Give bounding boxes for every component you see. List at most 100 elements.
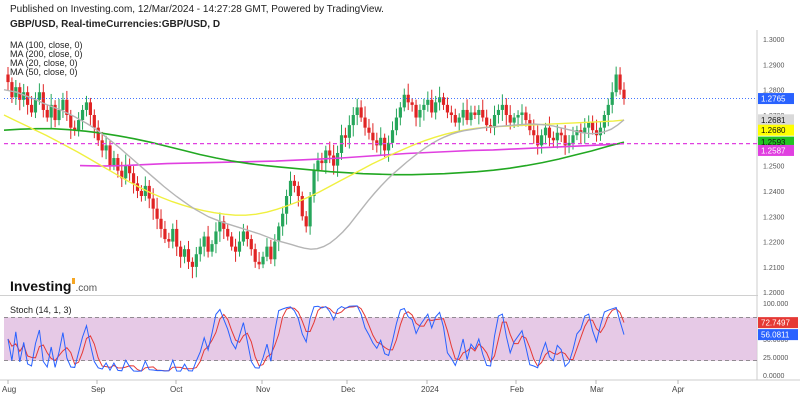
ma50-legend[interactable]: MA (50, close, 0): [10, 67, 78, 77]
candle-body: [206, 236, 210, 252]
candle-body: [481, 109, 485, 118]
candle-body: [186, 249, 191, 262]
ma200-legend[interactable]: MA (200, close, 0): [10, 49, 83, 59]
price-tick-label: 1.2800: [763, 88, 785, 95]
candle-body: [516, 115, 520, 118]
price-tick-label: 1.2100: [763, 265, 785, 272]
candle-body: [410, 102, 414, 105]
candle-body: [563, 135, 567, 146]
candle-body: [6, 74, 10, 83]
candle-body: [359, 107, 363, 118]
ma100-legend[interactable]: MA (100, close, 0): [10, 40, 83, 50]
ma100-line: [3, 127, 625, 176]
candle-body: [198, 246, 202, 255]
candle-body: [320, 160, 324, 164]
candle-body: [355, 107, 359, 116]
candle-body: [598, 127, 603, 136]
candle-body: [265, 246, 269, 257]
candle-body: [304, 216, 308, 227]
candle-body: [367, 127, 371, 133]
candle-body: [230, 236, 234, 247]
candle-body: [29, 104, 34, 113]
candle-body: [618, 74, 622, 90]
candle-body: [218, 221, 222, 232]
ma50-line: [3, 114, 625, 216]
candle-body: [532, 130, 536, 136]
candle-body: [520, 112, 524, 116]
candle-body: [41, 92, 45, 110]
candle-body: [449, 112, 453, 116]
candle-body: [96, 127, 100, 141]
candle-body: [210, 244, 214, 252]
x-tick-label: 2024: [421, 385, 439, 394]
candle-body: [567, 142, 571, 146]
price-tag-4: [758, 144, 794, 156]
candle-body: [108, 145, 112, 166]
candle-body: [579, 130, 583, 133]
price-tick-label: 1.2900: [763, 62, 785, 69]
candle-body: [155, 208, 159, 219]
candle-body: [116, 158, 120, 171]
candle-body: [524, 112, 528, 121]
candle-body: [308, 196, 312, 227]
pane-divider: [0, 295, 758, 296]
candle-body: [45, 109, 49, 118]
candle-body: [214, 231, 218, 245]
candle-body: [465, 109, 469, 121]
x-tick-label: Nov: [256, 385, 270, 394]
candle-body: [379, 137, 383, 146]
price-tag-label-2: 1.2680: [761, 126, 786, 135]
candle-body: [190, 261, 195, 267]
candle-body: [583, 127, 587, 133]
candle-body: [84, 102, 89, 110]
ma20-legend[interactable]: MA (20, close, 0): [10, 58, 78, 68]
candle-body: [555, 132, 559, 141]
candle-body: [22, 92, 26, 100]
stoch-legend[interactable]: Stoch (14, 1, 3): [10, 305, 72, 315]
candle-body: [426, 99, 430, 105]
x-tick-label: Oct: [170, 385, 183, 394]
candle-body: [398, 107, 402, 118]
candle-body: [167, 239, 171, 242]
candle-body: [390, 130, 395, 143]
candle-body: [496, 109, 501, 116]
stoch-k-line: [7, 305, 625, 372]
candle-body: [485, 117, 489, 126]
candle-body: [343, 135, 348, 138]
candle-body: [237, 241, 242, 252]
price-tag-1: [758, 114, 794, 126]
stoch-tick-label: 50.0000: [763, 337, 788, 344]
logo-wordmark: Investing: [10, 278, 72, 294]
ma200-line: [79, 142, 625, 167]
price-tick-label: 1.2400: [763, 189, 785, 196]
stoch-tick-label: 25.0000: [763, 355, 788, 362]
candle-body: [363, 117, 367, 128]
candle-body: [469, 112, 473, 121]
candle-body: [112, 158, 116, 166]
candle-body: [277, 226, 281, 242]
candle-body: [540, 135, 544, 146]
candle-body: [461, 109, 465, 118]
candle-body: [422, 104, 426, 110]
published-header: Published on Investing.com, 12/Mar/2024 …: [10, 4, 384, 15]
candle-body: [453, 115, 457, 123]
candle-body: [508, 115, 512, 123]
x-tick-label: Feb: [510, 385, 524, 394]
candle-body: [500, 104, 504, 110]
candle-body: [551, 137, 555, 141]
candle-body: [351, 115, 355, 126]
candle-body: [296, 185, 300, 197]
candle-body: [402, 94, 406, 108]
candle-body: [124, 165, 128, 179]
candle-body: [606, 104, 610, 116]
candle-body: [559, 132, 563, 136]
candle-body: [591, 122, 595, 131]
candle-body: [477, 109, 481, 116]
candle-body: [135, 183, 140, 191]
price-tag-3: [758, 136, 794, 148]
candle-body: [249, 239, 253, 250]
price-tag-label-1: 1.2681: [761, 116, 786, 125]
stoch-d-line: [7, 305, 625, 372]
candle-body: [257, 261, 261, 265]
